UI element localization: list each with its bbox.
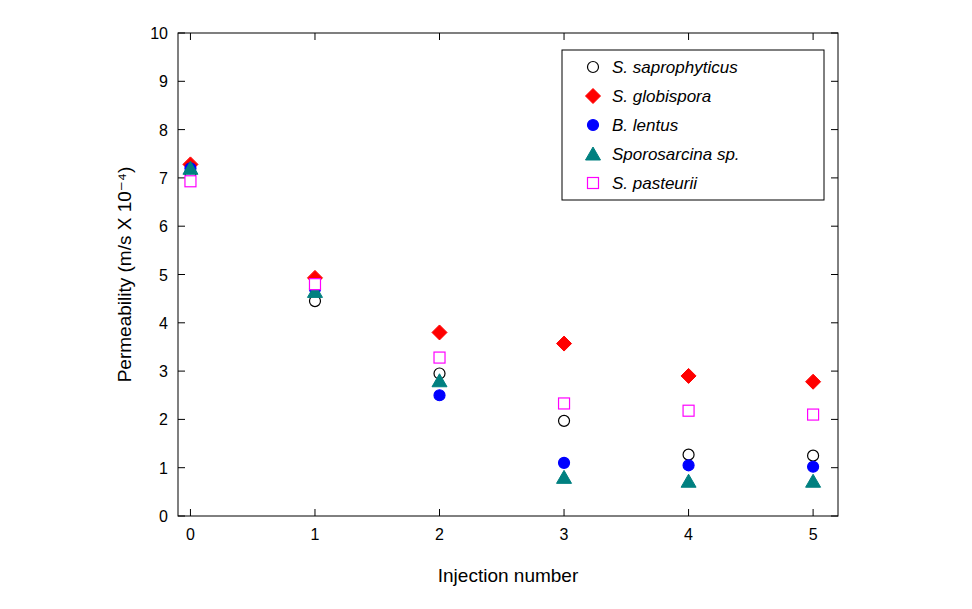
point [557,336,572,351]
point [681,368,696,383]
x-tick-label: 1 [311,526,320,543]
point [808,450,819,461]
y-tick [178,226,185,227]
y-tick-label: 4 [159,315,168,332]
legend-marker [588,178,599,189]
x-tick [564,509,565,516]
y-tick [831,516,838,517]
y-tick-label: 3 [159,363,168,380]
y-tick-label: 2 [159,411,168,428]
legend-label: Sporosarcina sp. [612,145,740,164]
y-tick [831,33,838,34]
point [806,374,821,389]
x-tick [190,33,191,40]
legend-label: S. globispora [612,87,711,106]
x-tick [314,509,315,516]
y-tick [831,322,838,323]
y-tick [831,177,838,178]
x-tick [688,509,689,516]
x-tick [190,509,191,516]
y-tick [178,33,185,34]
background [0,0,972,609]
y-tick-label: 9 [159,73,168,90]
y-tick-label: 1 [159,460,168,477]
point [557,470,572,483]
y-tick [831,226,838,227]
chart: 0 1 2 3 4 5 0 1 2 3 4 5 6 7 8 9 10 Injection number Permea… [0,0,972,609]
point [434,352,445,363]
y-tick-label: 7 [159,170,168,187]
point [683,405,694,416]
x-axis-label: Injection number [438,565,579,586]
y-tick [831,81,838,82]
point [681,474,696,487]
legend-label: B. lentus [612,116,679,135]
y-tick-label: 5 [159,267,168,284]
x-tick-label: 2 [435,526,444,543]
point [309,279,320,290]
legend-label: S. saprophyticus [612,58,738,77]
x-tick [314,33,315,40]
y-tick [178,516,185,517]
x-tick [813,33,814,40]
x-tick-label: 0 [186,526,195,543]
y-tick [831,467,838,468]
y-tick [831,129,838,130]
x-tick [439,509,440,516]
point [185,176,196,187]
point [183,161,198,174]
points [183,157,821,487]
x-tick [439,33,440,40]
legend-marker [588,120,599,131]
legend-marker [586,147,601,160]
y-tick [831,274,838,275]
point [432,325,447,340]
point [559,457,570,468]
point [683,460,694,471]
y-tick-label: 0 [159,508,168,525]
y-axis-label: Permeability (m/s X 10⁻⁴) [114,167,135,383]
legend-marker [586,89,601,104]
y-tick [178,371,185,372]
y-tick-label: 8 [159,122,168,139]
point [683,449,694,460]
legend-marker [588,62,599,73]
y-tick [178,81,185,82]
y-tick [178,274,185,275]
x-tick-label: 3 [560,526,569,543]
y-tick-label: 6 [159,218,168,235]
y-tick-label: 10 [150,25,168,42]
x-tick-label: 5 [809,526,818,543]
point [434,390,445,401]
point [559,415,570,426]
x-tick [813,509,814,516]
legend-box [562,50,824,200]
plot-frame [178,33,838,516]
point [806,474,821,487]
y-tick [178,177,185,178]
point [808,461,819,472]
x-tick [564,33,565,40]
y-tick [178,467,185,468]
y-tick [178,419,185,420]
point [432,374,447,387]
y-tick [178,129,185,130]
y-tick [178,322,185,323]
y-tick [831,371,838,372]
x-tick [688,33,689,40]
point [559,398,570,409]
legend: S. saprophyticus S. globispora B. lentus Sp… [562,50,824,200]
y-tick [831,419,838,420]
legend-label: S. pasteurii [612,174,698,193]
point [808,409,819,420]
x-tick-label: 4 [684,526,693,543]
